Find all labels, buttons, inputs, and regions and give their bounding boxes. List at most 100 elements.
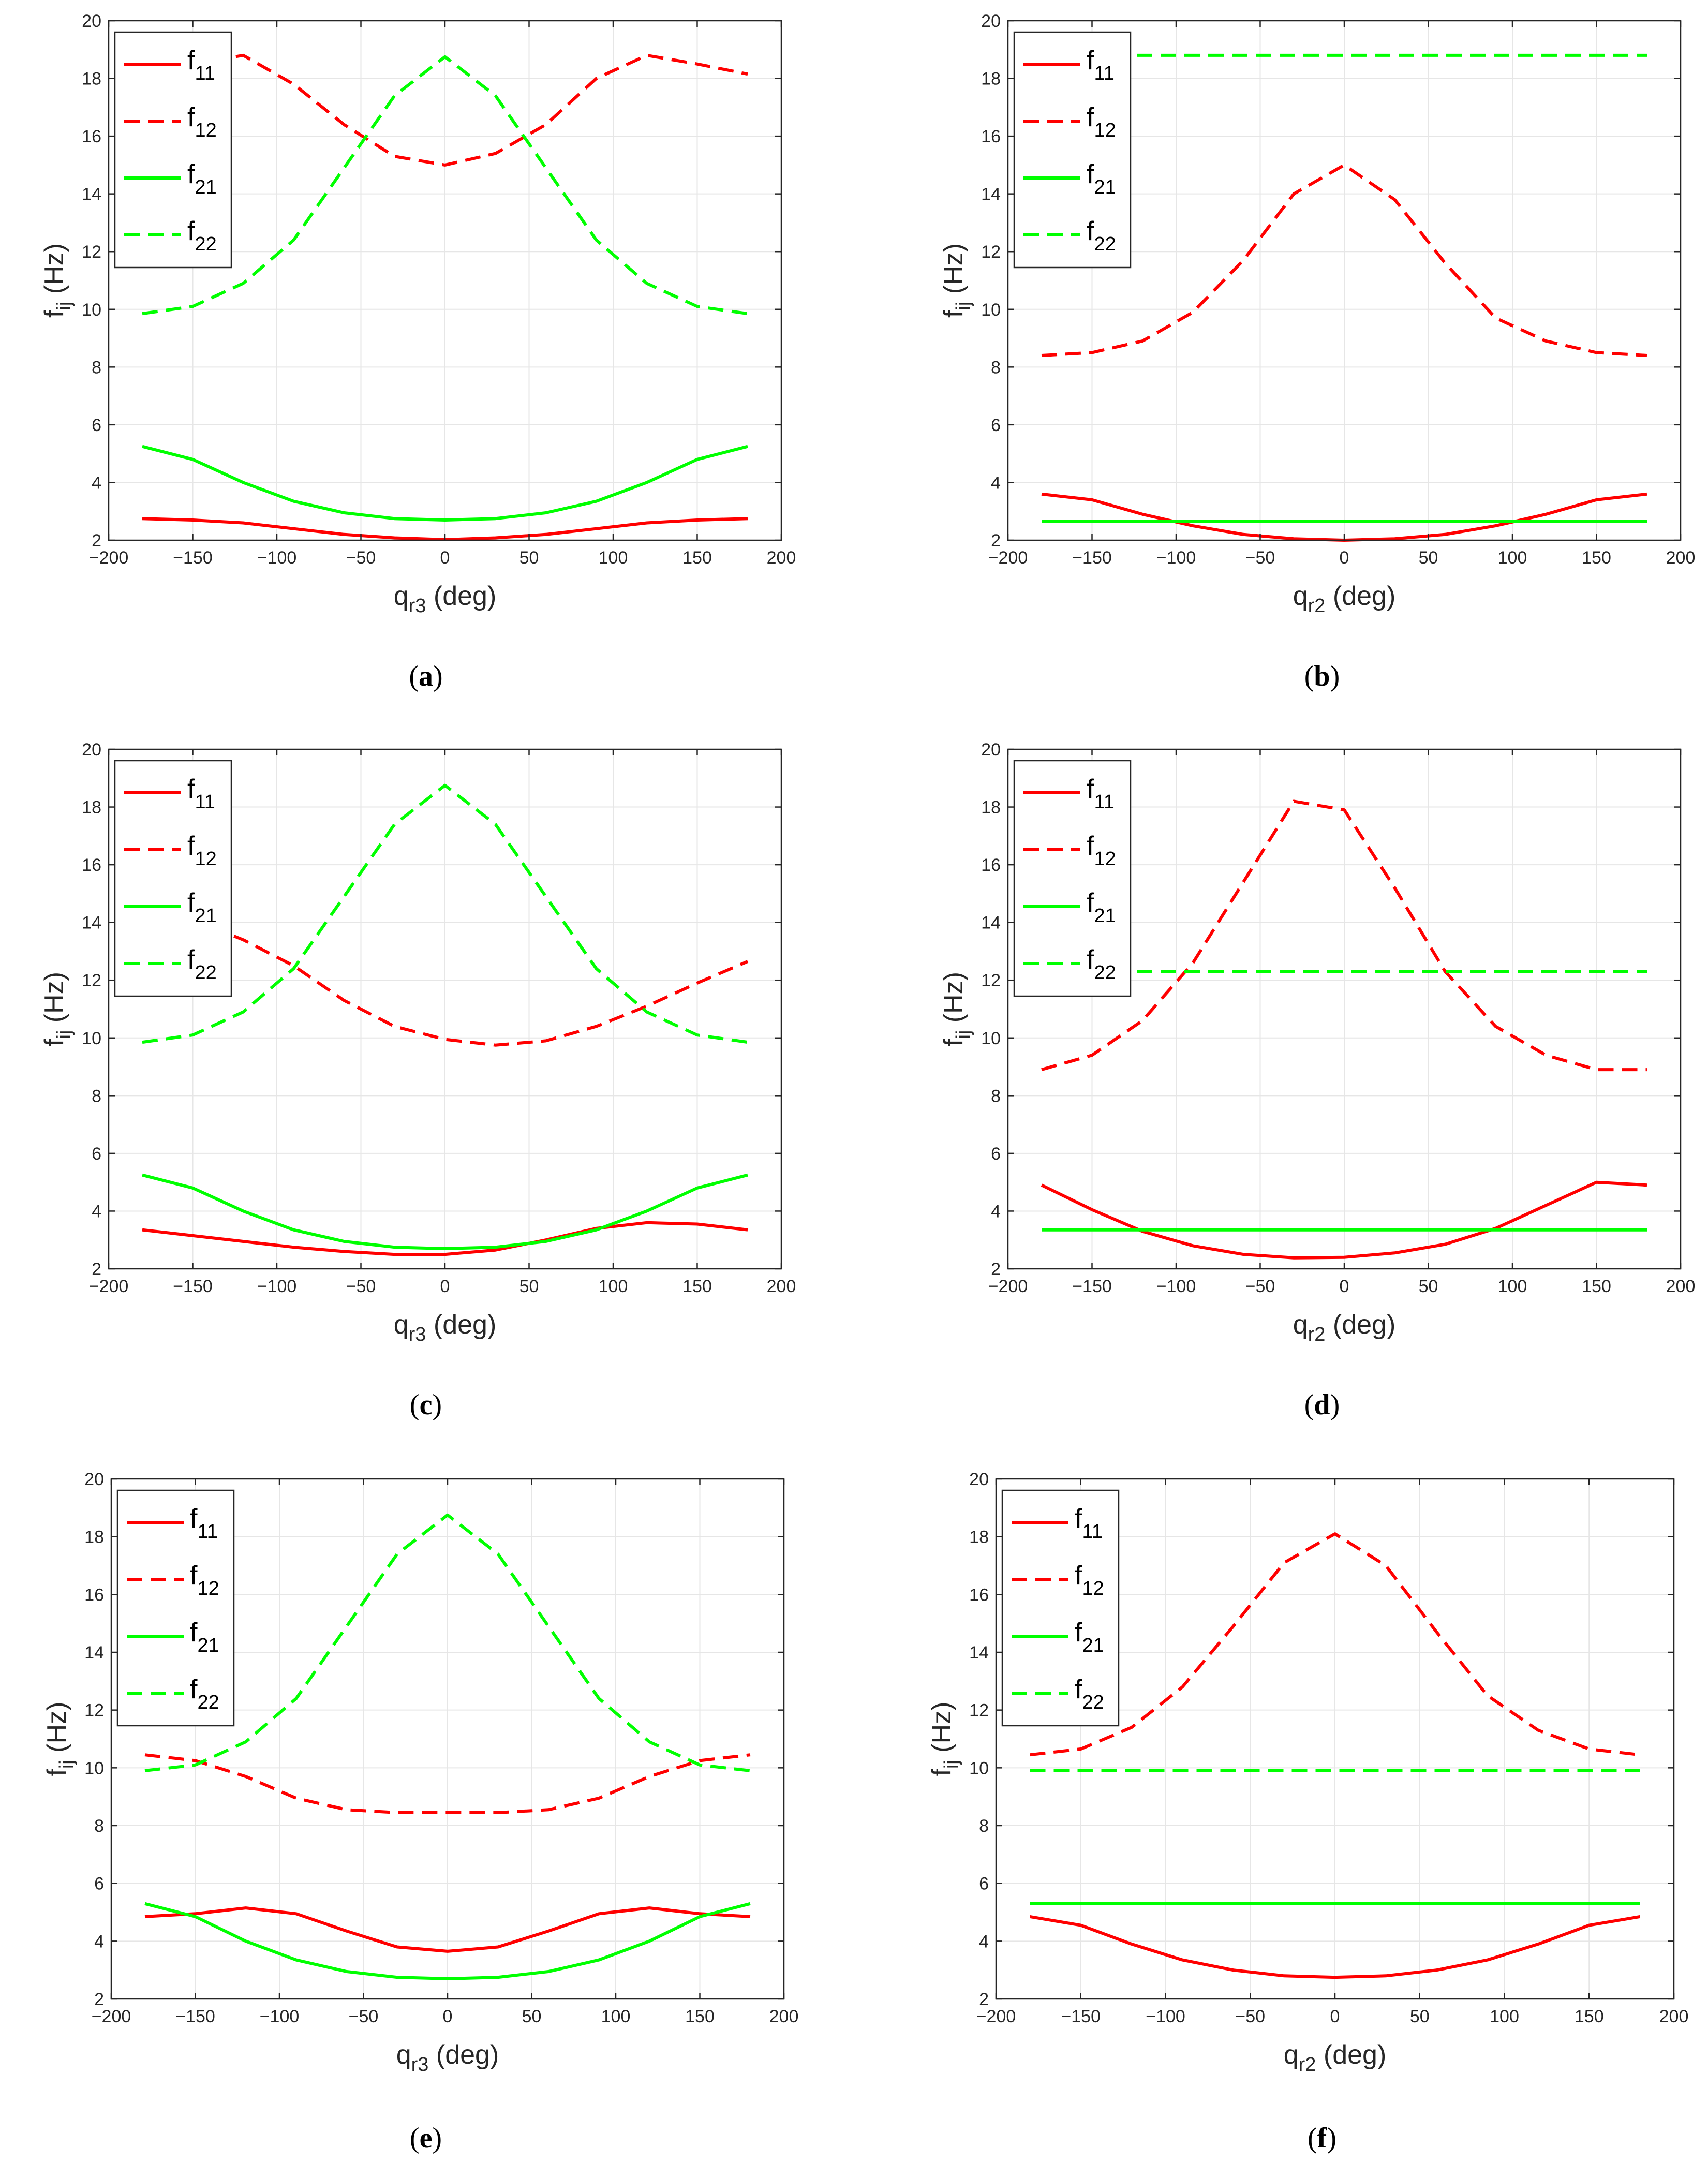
legend-entry-symbol: f xyxy=(187,888,195,918)
legend-entry-f11: f11 xyxy=(1087,774,1115,813)
x-tick-label: −200 xyxy=(976,2007,1016,2026)
y-tick-label: 6 xyxy=(92,416,101,435)
x-tick-label: 50 xyxy=(1410,2007,1430,2026)
chart-panel-e: −200 −150 −100 −50 0 50 100 150 200 2 4 6 8 10 12 14 16 1… xyxy=(42,1470,798,2154)
legend-entry-symbol: f xyxy=(190,1561,198,1591)
y-tick-label: 10 xyxy=(969,1758,989,1778)
x-axis-label-subscript: r3 xyxy=(409,595,426,617)
x-axis-label: qr3 (deg) xyxy=(394,1310,497,1345)
legend-box xyxy=(114,760,232,997)
y-tick-label: 20 xyxy=(969,1470,989,1489)
legend-entry-subscript: 12 xyxy=(1094,120,1116,141)
y-axis-label-unit: (Hz) xyxy=(39,972,69,1030)
panel-caption-close: ) xyxy=(1330,1389,1340,1421)
y-tick-label: 6 xyxy=(979,1874,989,1894)
series-line-f11 xyxy=(142,1221,748,1256)
x-axis-label-subscript: r3 xyxy=(409,1324,426,1345)
x-tick-label: −100 xyxy=(260,2007,300,2026)
legend-entry-f22: f22 xyxy=(1075,1675,1104,1713)
legend-entry-subscript: 11 xyxy=(197,1521,217,1543)
series-line-f21 xyxy=(142,1173,748,1250)
y-tick-label: 12 xyxy=(981,242,1001,262)
y-tick-label: 20 xyxy=(981,740,1001,760)
y-axis-label-symbol: f xyxy=(927,1768,957,1776)
x-tick-label: −100 xyxy=(1156,548,1196,568)
y-tick-label: 4 xyxy=(991,473,1001,493)
legend-box xyxy=(116,1489,235,1727)
y-axis-label-subscript: ij xyxy=(953,302,974,310)
panel-caption: (f) xyxy=(1308,2122,1336,2154)
x-tick-label: 150 xyxy=(1582,548,1611,568)
x-axis-label-unit: (deg) xyxy=(1316,2040,1386,2070)
y-tick-label: 14 xyxy=(969,1643,989,1663)
legend-entry-subscript: 11 xyxy=(1082,1521,1102,1543)
y-tick-label: 18 xyxy=(82,69,101,89)
x-axis-label-subscript: r3 xyxy=(411,2054,429,2076)
panel-caption-close: ) xyxy=(1327,2122,1336,2154)
x-tick-label: 100 xyxy=(1498,1277,1527,1296)
chart-panel-b: −200 −150 −100 −50 0 50 100 150 200 2 4 6 8 10 12 14 16 1… xyxy=(939,11,1695,692)
y-tick-label: 12 xyxy=(82,242,101,262)
legend-box xyxy=(1013,31,1132,269)
y-tick-label: 20 xyxy=(82,740,101,760)
y-tick-label: 16 xyxy=(84,1585,104,1605)
legend-box xyxy=(1013,760,1132,997)
legend-entry-subscript: 11 xyxy=(1094,63,1114,84)
x-tick-label: −100 xyxy=(257,1277,297,1296)
legend-entry-symbol: f xyxy=(187,102,195,132)
x-tick-label: 200 xyxy=(767,548,796,568)
y-tick-label: 8 xyxy=(991,358,1001,377)
chart-panel-f: −200 −150 −100 −50 0 50 100 150 200 2 4 6 8 10 12 14 16 1… xyxy=(927,1470,1688,2154)
y-tick-label: 2 xyxy=(94,1990,104,2009)
legend-entry-f21: f21 xyxy=(187,159,217,198)
y-tick-label: 18 xyxy=(82,798,101,818)
x-tick-label: 150 xyxy=(682,548,712,568)
legend-entry-symbol: f xyxy=(1087,888,1094,918)
legend-entry-symbol: f xyxy=(1075,1618,1082,1648)
y-tick-label: 12 xyxy=(84,1701,104,1721)
y-tick-label: 16 xyxy=(82,855,101,875)
y-tick-label: 12 xyxy=(969,1701,989,1721)
x-tick-label: −50 xyxy=(349,2007,379,2026)
x-tick-label: 150 xyxy=(685,2007,715,2026)
legend-entry-symbol: f xyxy=(1087,216,1094,246)
y-axis-label-symbol: f xyxy=(939,1039,969,1046)
legend-entry-subscript: 11 xyxy=(195,791,215,813)
y-tick-label: 12 xyxy=(981,971,1001,990)
x-tick-label: 200 xyxy=(1666,1277,1696,1296)
legend-entry-subscript: 21 xyxy=(195,176,216,198)
x-axis-label-symbol: q xyxy=(1293,581,1308,611)
legend-entry-symbol: f xyxy=(1075,1561,1082,1591)
x-tick-label: −150 xyxy=(173,548,213,568)
legend-entry-subscript: 12 xyxy=(197,1578,219,1599)
y-tick-label: 2 xyxy=(92,1260,101,1279)
x-axis-label-subscript: r2 xyxy=(1299,2054,1316,2076)
x-tick-label: 200 xyxy=(1666,548,1696,568)
legend-entry-f12: f12 xyxy=(187,102,217,141)
legend-entry-symbol: f xyxy=(190,1504,198,1534)
x-tick-label: 100 xyxy=(601,2007,631,2026)
panel-caption: (c) xyxy=(410,1389,442,1421)
y-axis-label-unit: (Hz) xyxy=(927,1702,957,1760)
y-tick-label: 20 xyxy=(84,1470,104,1489)
y-tick-label: 8 xyxy=(991,1086,1001,1106)
y-axis-label: fij (Hz) xyxy=(927,1702,962,1776)
series-line-f11 xyxy=(1029,1915,1641,1979)
y-tick-label: 10 xyxy=(82,1029,101,1048)
series-line-f12 xyxy=(1041,799,1647,1072)
legend-entry-subscript: 22 xyxy=(1094,233,1116,255)
y-axis-label: fij (Hz) xyxy=(939,972,974,1046)
legend-entry-f21: f21 xyxy=(1087,888,1116,927)
y-tick-label: 18 xyxy=(969,1528,989,1547)
x-tick-label: 200 xyxy=(769,2007,799,2026)
panel-caption-letter: d xyxy=(1314,1389,1330,1421)
legend-entry-subscript: 12 xyxy=(195,120,216,141)
y-tick-label: 16 xyxy=(969,1585,989,1605)
legend-entry-subscript: 11 xyxy=(1094,791,1114,813)
legend-entry-subscript: 22 xyxy=(1094,962,1116,984)
x-tick-label: −50 xyxy=(1245,548,1275,568)
x-axis-label: qr2 (deg) xyxy=(1293,1310,1396,1345)
legend-entry-symbol: f xyxy=(1087,945,1094,975)
legend-entry-f12: f12 xyxy=(187,831,217,870)
